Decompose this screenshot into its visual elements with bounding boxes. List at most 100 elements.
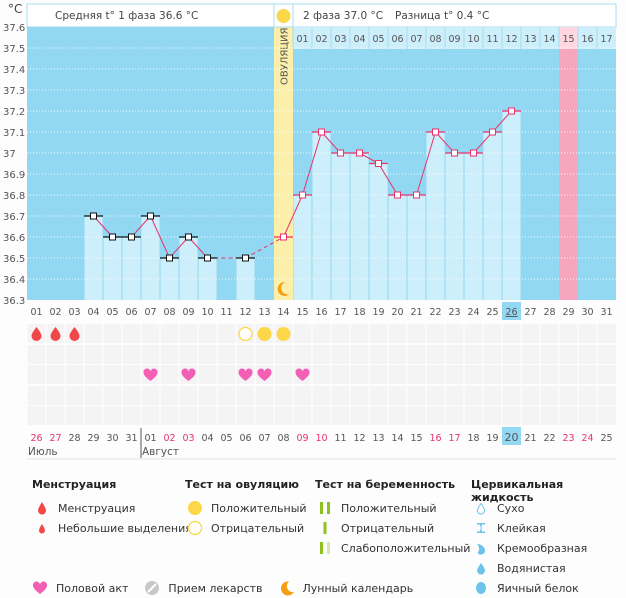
legend-item-spotting: Небольшие выделения (32, 518, 192, 538)
y-tick-label: 37.3 (3, 86, 25, 97)
ovulation-test-positive-icon (276, 327, 291, 341)
phase2-day-label: 12 (505, 34, 517, 45)
calendar-date-label: 08 (277, 433, 289, 444)
intercourse-heart-icon (257, 368, 272, 381)
moon-icon (277, 580, 297, 596)
y-axis: 37.6 37.5 37.4 37.3 37.2 37.1 37 36.9 36.8 36.7 36… (3, 23, 25, 307)
legend-label: Отрицательный (211, 521, 305, 535)
legend: Менструация Менструация Небольшие выделе… (0, 478, 626, 598)
calendar-date-label: 21 (524, 433, 536, 444)
plot-area: ОВУЛЯЦИЯ 01 02 03 04 05 06 07 08 09 10 11 12 13 14 15 16… (27, 3, 616, 300)
temperature-point (394, 191, 401, 199)
phase1-average: Средняя t° 1 фаза 36.6 °C (55, 10, 198, 22)
legend-label: Менструация (58, 501, 136, 515)
temperature-bar (464, 153, 483, 300)
filled-drop-icon (471, 562, 491, 575)
temperature-bar (369, 163, 388, 300)
calendar-date-label: 04 (201, 433, 213, 444)
ovulation-test-positive-icon (257, 327, 272, 341)
temperature-point (185, 233, 192, 241)
calendar-date-label: 06 (239, 433, 251, 444)
temperature-line-segment (302, 131, 322, 196)
y-tick-label: 37.2 (3, 107, 25, 118)
cycle-day-label: 14 (277, 307, 289, 318)
calendar-date-label: 11 (334, 433, 346, 444)
legend-label: Кремообразная (497, 541, 588, 555)
phase2-day-label: 11 (486, 34, 498, 45)
phase2-day-cell (559, 27, 578, 49)
temperature-line-segment (150, 215, 170, 259)
calendar-date-label: 13 (372, 433, 384, 444)
y-tick-label: 36.6 (3, 233, 25, 244)
phase2-day-label: 02 (315, 34, 327, 45)
cycle-day-label: 04 (87, 307, 99, 318)
phase2-day-label: 01 (296, 34, 308, 45)
cycle-day-label: 24 (467, 307, 479, 318)
y-tick-label: 37.6 (3, 23, 25, 34)
symptom-rows (26, 324, 616, 426)
temperature-point (147, 212, 154, 220)
calendar-date-label: 12 (353, 433, 365, 444)
calendar-date-label: 01 (144, 433, 156, 444)
phase2-day-label: 14 (543, 34, 555, 45)
phase2-day-label: 05 (372, 34, 384, 45)
menstruation-drop-icon (50, 327, 61, 342)
x-axis-cycle-days: 01 02 03 04 05 06 07 08 09 10 11 12 13 14 15 16 17 18 19 20… (30, 302, 613, 320)
legend-item-dry: Сухо (471, 498, 626, 518)
temperature-bar (388, 195, 407, 300)
cycle-day-label: 21 (410, 307, 422, 318)
phase2-day-label: 10 (467, 34, 479, 45)
phase2-day-label: 03 (334, 34, 346, 45)
legend-item-ovulation-negative: Отрицательный (185, 518, 307, 538)
temperature-bar (331, 153, 350, 300)
expected-period-column (559, 27, 578, 300)
phase2-day-strip (293, 27, 616, 49)
calendar-date-label: 24 (581, 433, 593, 444)
phase2-day-label: 04 (353, 34, 365, 45)
phase2-day-label: 07 (410, 34, 422, 45)
drop-icon (32, 501, 52, 515)
legend-label: Отрицательный (341, 521, 435, 535)
legend-item-ovulation-positive: Положительный (185, 498, 307, 518)
temperature-difference: Разница t° 0.4 °C (395, 10, 489, 22)
bbt-chart: °C Средняя t° 1 фаза 36.6 °C 2 фаза 37.0… (3, 2, 617, 460)
intercourse-heart-icon (295, 368, 310, 381)
y-tick-label: 37.5 (3, 44, 25, 55)
legend-label: Положительный (211, 501, 307, 515)
legend-item-watery: Водянистая (471, 558, 626, 578)
calendar-date-label: 09 (296, 433, 308, 444)
temperature-point (242, 254, 249, 262)
y-tick-label: 36.4 (3, 275, 25, 286)
month-label: Август (142, 446, 179, 458)
cycle-day-label: 03 (68, 307, 80, 318)
phase2-day-label: 08 (429, 34, 441, 45)
cycle-day-label: 30 (581, 307, 593, 318)
cycle-day-label: 19 (372, 307, 384, 318)
temperature-line-segment (416, 131, 436, 196)
legend-item-pregnancy-positive: Положительный (315, 498, 470, 518)
cycle-day-label: 28 (543, 307, 555, 318)
cycle-day-label: 22 (429, 307, 441, 318)
legend-item-intercourse: Половой акт (30, 578, 128, 598)
temperature-point (318, 128, 325, 136)
calendar-date-label: 27 (49, 433, 61, 444)
cycle-day-label: 20 (391, 307, 403, 318)
calendar-date-label: 02 (163, 433, 175, 444)
phase2-day-label: 13 (524, 34, 536, 45)
cycle-day-label: 16 (315, 307, 327, 318)
calendar-date-label: 18 (467, 433, 479, 444)
temperature-point (451, 149, 458, 157)
cycle-day-label: 25 (486, 307, 498, 318)
temperature-point (204, 254, 211, 262)
pill-icon (142, 580, 162, 596)
menstruation-drop-icon (31, 327, 42, 342)
legend-label: Клейкая (497, 521, 546, 535)
cycle-day-label: 31 (600, 307, 612, 318)
legend-title-pregnancy-test: Тест на беременность (315, 478, 456, 491)
small-drop-icon (32, 523, 52, 534)
legend-label: Слабоположительный (341, 541, 471, 555)
calendar-date-label: 20 (505, 431, 519, 444)
legend-label: Лунный календарь (302, 581, 414, 595)
calendar-date-label: 07 (258, 433, 270, 444)
cycle-day-label: 23 (448, 307, 460, 318)
